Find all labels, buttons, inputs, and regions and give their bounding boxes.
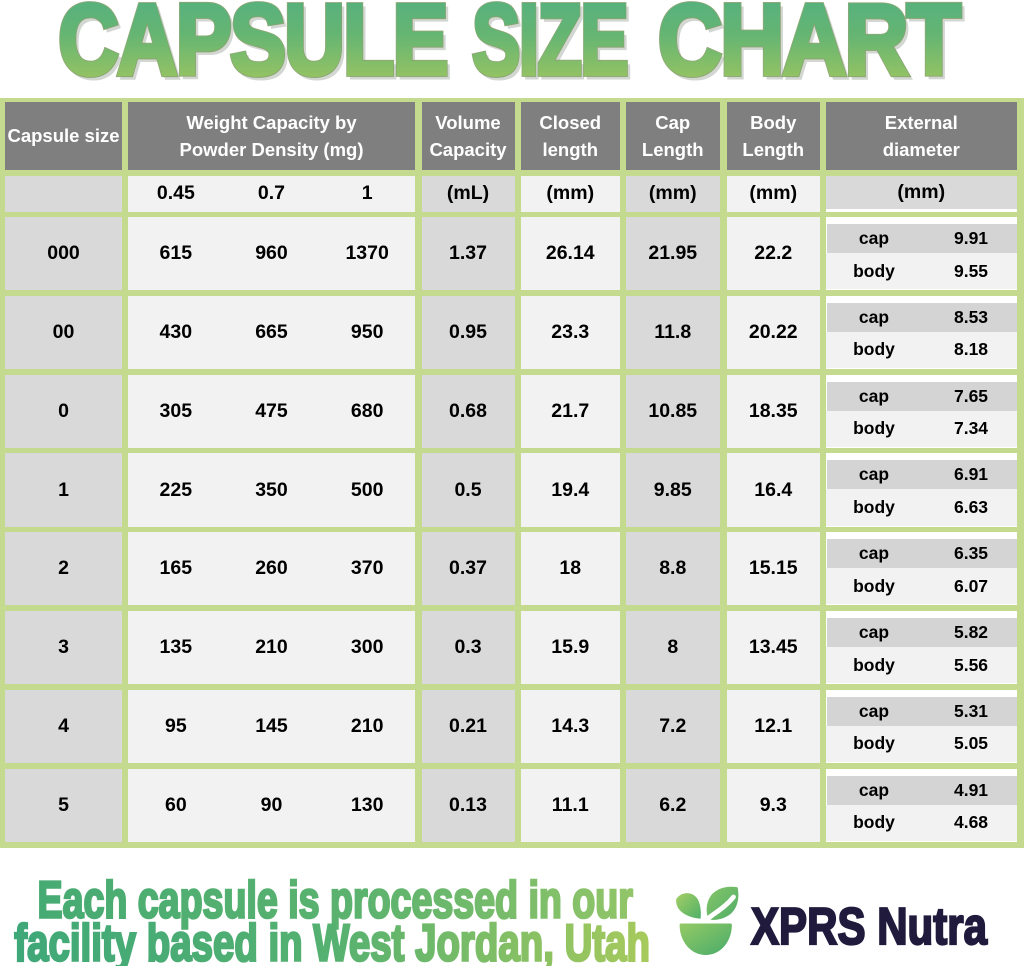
svg-text:CHART: CHART <box>658 0 960 96</box>
svg-text:CAPSULE: CAPSULE <box>61 0 450 99</box>
svg-text:facility based in West Jordan,: facility based in West Jordan, Utah <box>14 914 650 966</box>
svg-text:CAPSULE: CAPSULE <box>58 0 447 96</box>
svg-text:CHART: CHART <box>658 0 960 96</box>
svg-text:SIZE: SIZE <box>472 0 627 96</box>
svg-text:SIZE: SIZE <box>472 0 627 96</box>
svg-text:Each capsule is processed in o: Each capsule is processed in our <box>38 871 633 929</box>
svg-text:SIZE: SIZE <box>475 0 630 99</box>
svg-text:CHART: CHART <box>661 0 963 100</box>
svg-text:CAPSULE: CAPSULE <box>58 0 447 96</box>
